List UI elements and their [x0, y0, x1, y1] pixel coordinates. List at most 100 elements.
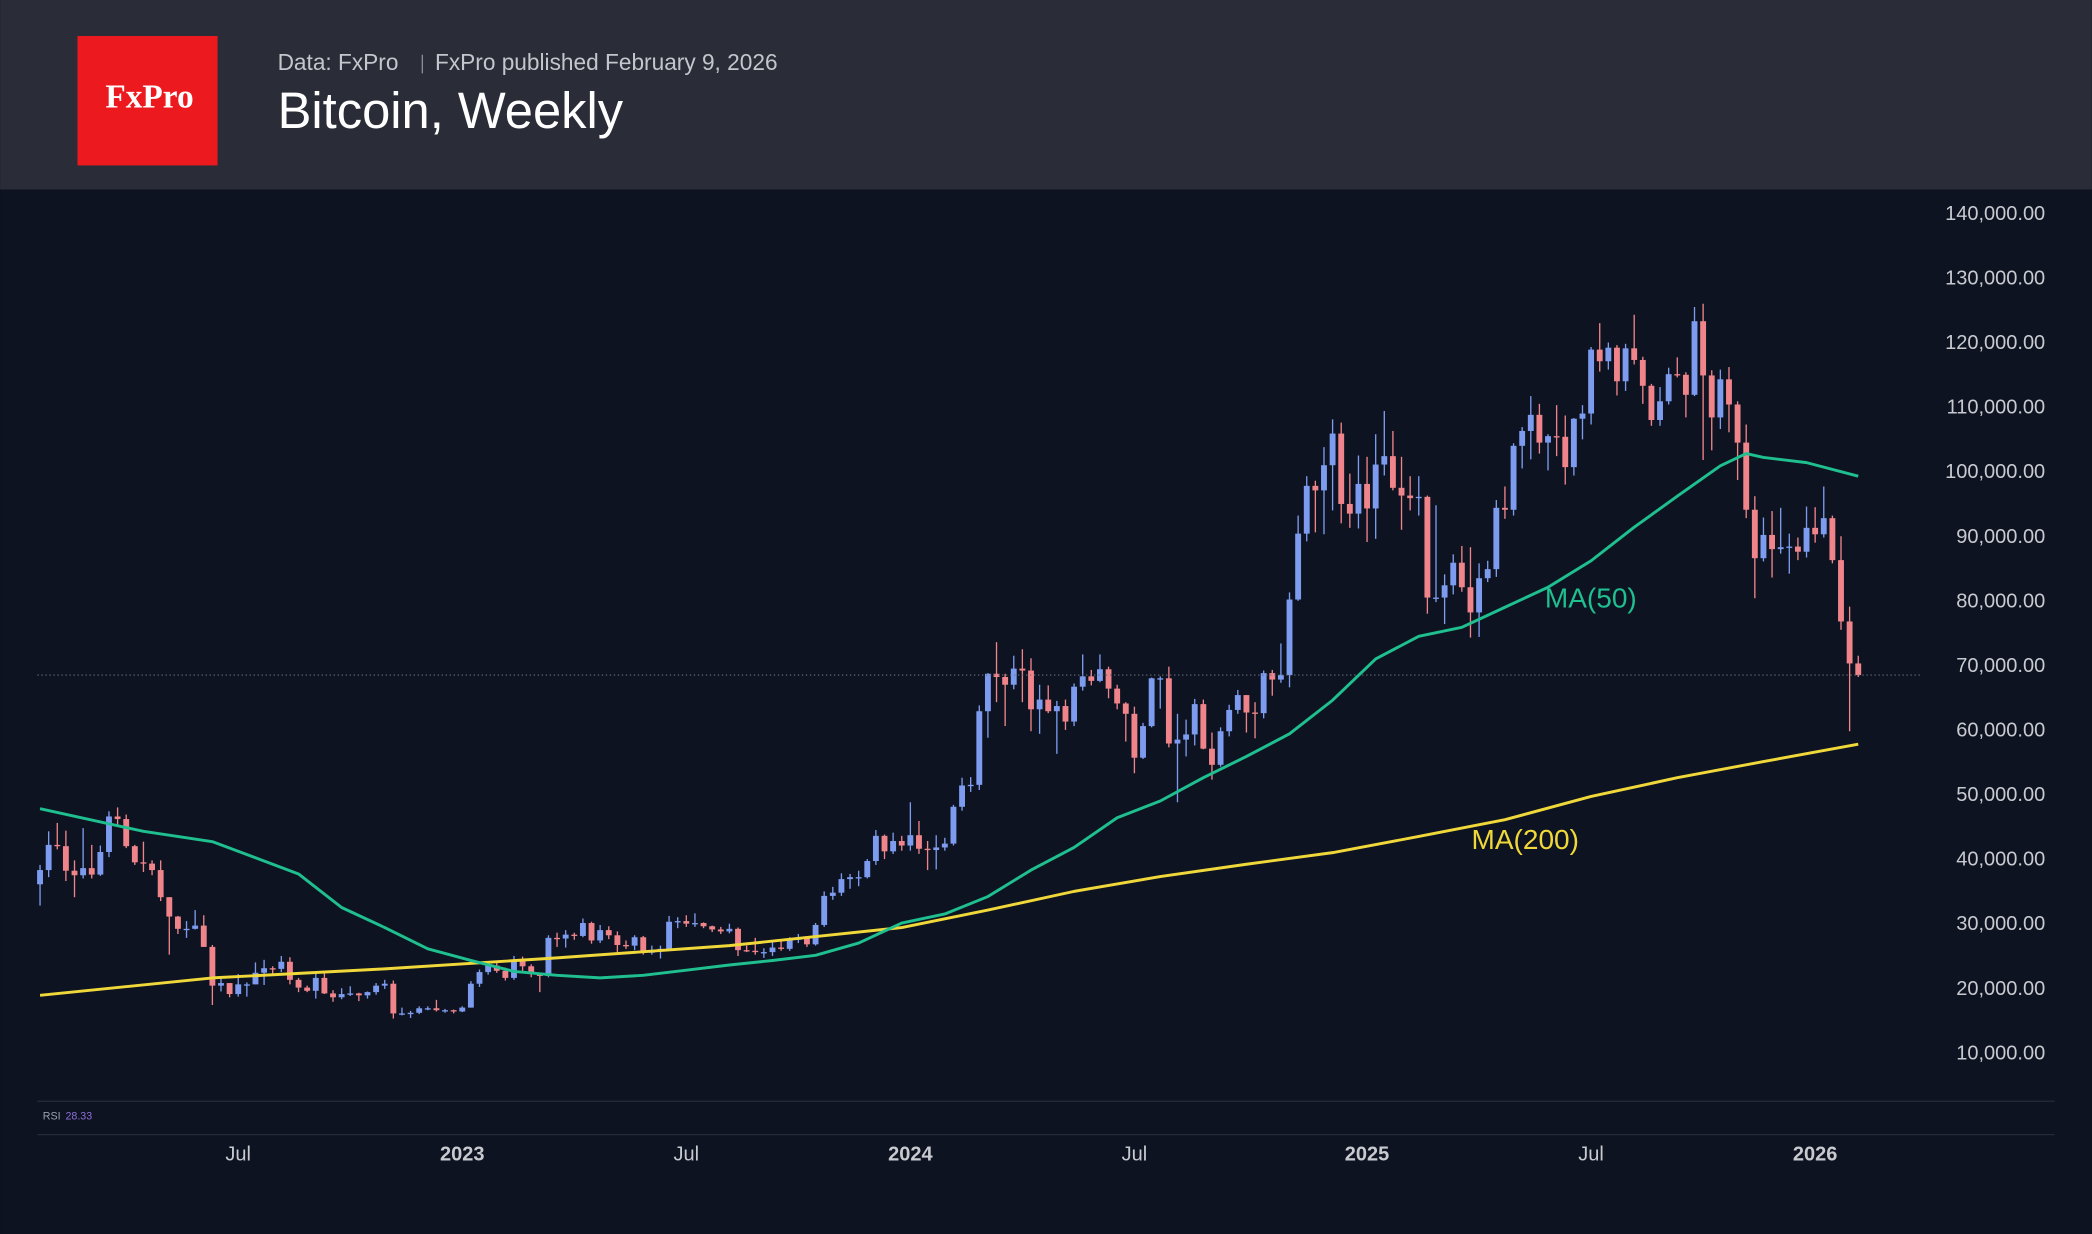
- x-tick-label: Jul: [1578, 1144, 1604, 1166]
- candle-body: [364, 992, 371, 996]
- candle-body: [1570, 418, 1577, 468]
- candle-body: [1157, 678, 1164, 680]
- candle-body: [1838, 560, 1844, 622]
- candle-body: [1028, 670, 1034, 710]
- candle-body: [1829, 518, 1836, 561]
- candle-body: [984, 673, 991, 712]
- ma-label: MA(200): [1472, 824, 1579, 855]
- candle-body: [786, 938, 793, 949]
- y-tick-label: 20,000.00: [1956, 978, 2045, 1000]
- candle-body: [1407, 495, 1414, 499]
- candle-body: [1708, 375, 1715, 418]
- candle-body: [1657, 401, 1663, 421]
- candle-body: [1545, 436, 1551, 443]
- candle-body: [752, 950, 759, 953]
- candle-body: [1114, 688, 1121, 704]
- candle-body: [114, 816, 121, 820]
- candle-body: [1820, 518, 1827, 535]
- candle-body: [1321, 465, 1327, 491]
- candle-body: [1148, 678, 1155, 727]
- candle-body: [1484, 569, 1491, 579]
- candle-body: [890, 841, 897, 852]
- candle-body: [967, 784, 974, 787]
- candle-body: [1088, 676, 1095, 681]
- candle-body: [1786, 546, 1793, 548]
- candle-body: [571, 934, 578, 936]
- candle-body: [1079, 676, 1086, 687]
- candle-body: [1105, 669, 1112, 689]
- candle-body: [760, 952, 767, 954]
- candle-body: [1458, 562, 1465, 588]
- candle-body: [226, 983, 233, 995]
- candle-body: [1639, 359, 1646, 386]
- candle-body: [1812, 527, 1819, 535]
- candle-body: [1217, 731, 1224, 765]
- candle-body: [1346, 503, 1353, 514]
- candle-body: [1734, 404, 1741, 443]
- candle-body: [1071, 686, 1078, 722]
- candle-body: [605, 930, 612, 936]
- candle-body: [1269, 673, 1276, 680]
- candle-body: [1389, 456, 1396, 488]
- candle-body: [1329, 433, 1336, 466]
- candle-body: [407, 1012, 414, 1015]
- candle-body: [898, 841, 905, 846]
- candle-body: [1441, 585, 1448, 598]
- candle-body: [959, 785, 965, 807]
- candle-body: [1502, 507, 1508, 510]
- indicator-value: 28.33: [65, 1110, 92, 1122]
- candle-body: [321, 977, 328, 994]
- candle-body: [459, 1007, 466, 1012]
- candle-body: [1493, 507, 1500, 570]
- candle-body: [864, 861, 871, 878]
- candle-body: [769, 947, 776, 953]
- candle-body: [1476, 578, 1483, 613]
- candle-body: [304, 987, 311, 991]
- candle-body: [192, 925, 199, 929]
- candle-body: [433, 1008, 440, 1011]
- candle-body: [502, 970, 509, 978]
- candle-body: [1596, 349, 1603, 362]
- candle-body: [872, 835, 879, 862]
- y-tick-label: 100,000.00: [1945, 461, 2045, 483]
- candle-body: [243, 984, 250, 986]
- candle-body: [278, 961, 285, 969]
- candle-body: [528, 966, 535, 975]
- candle-body: [467, 983, 474, 1008]
- x-tick-label: 2024: [888, 1144, 933, 1166]
- candle-body: [1260, 673, 1267, 714]
- candle-body: [1165, 678, 1172, 744]
- candle-body: [485, 965, 492, 973]
- candle-body: [847, 877, 853, 880]
- candle-body: [1527, 414, 1534, 431]
- candle-body: [674, 921, 681, 923]
- candle-body: [149, 863, 155, 871]
- candle-body: [1467, 587, 1474, 613]
- candle-body: [312, 977, 319, 991]
- x-tick-label: Jul: [225, 1144, 251, 1166]
- candle-body: [588, 923, 595, 941]
- y-tick-label: 40,000.00: [1956, 849, 2045, 871]
- candle-body: [416, 1008, 423, 1013]
- candle-body: [209, 946, 216, 986]
- candle-body: [235, 984, 242, 995]
- candle-body: [1648, 385, 1655, 421]
- candle-body: [1726, 379, 1732, 405]
- ma-line: [39, 742, 1859, 997]
- candle-body: [1510, 445, 1517, 510]
- candle-body: [476, 972, 483, 984]
- candle-body: [1665, 374, 1672, 402]
- candle-body: [286, 961, 293, 980]
- candle-body: [1355, 483, 1362, 514]
- x-tick-label: 2026: [1793, 1144, 1838, 1166]
- candle-body: [424, 1008, 431, 1010]
- candle-body: [778, 947, 785, 949]
- candle-body: [80, 868, 87, 876]
- candle-body: [1286, 599, 1293, 676]
- candle-body: [399, 1013, 405, 1015]
- y-tick-label: 50,000.00: [1956, 784, 2045, 806]
- candle-body: [666, 921, 673, 949]
- candle-body: [174, 916, 181, 929]
- published: FxPro published February 9, 2026: [435, 49, 778, 75]
- plot-area: 10,000.00 20,000.00 30,000.00 40,000.00 50,0…: [37, 203, 2045, 1166]
